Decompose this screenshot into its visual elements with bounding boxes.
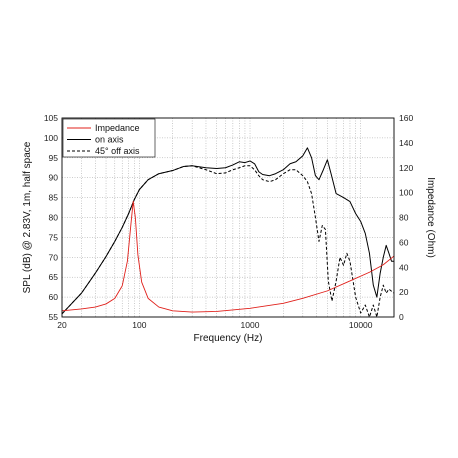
legend: Impedance on axis 45° off axis [62, 118, 156, 158]
y-left-tick-label: 105 [44, 113, 58, 123]
y-axis-left-title: SPL (dB) @ 2.83V, 1m, half space [22, 141, 33, 293]
y-right-tick-label: 60 [399, 237, 409, 247]
y-left-tick-label: 95 [49, 153, 59, 163]
y-left-tick-label: 60 [49, 292, 59, 302]
y-left-tick-label: 70 [49, 252, 59, 262]
legend-label-off-axis: 45° off axis [95, 146, 140, 156]
x-tick-label: 1000 [241, 320, 260, 330]
y-left-tick-label: 75 [49, 232, 59, 242]
plot-area-frame [61, 117, 395, 318]
series-line-2 [61, 165, 395, 318]
y-right-tick-label: 40 [399, 262, 409, 272]
tick-labels: 20 100 1000 10000 55 60 65 70 75 80 85 90 95 100 105 0 2… [44, 113, 414, 330]
series-line-1 [61, 147, 394, 315]
y-left-tick-label: 55 [49, 312, 59, 322]
y-left-tick-label: 90 [49, 173, 59, 183]
y-right-tick-label: 0 [399, 312, 404, 322]
legend-label-impedance: Impedance [95, 123, 140, 133]
x-tick-label: 10000 [349, 320, 373, 330]
y-right-tick-label: 100 [399, 188, 413, 198]
x-tick-label: 100 [132, 320, 146, 330]
y-left-tick-label: 65 [49, 272, 59, 282]
y-left-tick-label: 80 [49, 213, 59, 223]
x-tick-label: 20 [57, 320, 67, 330]
series-lines [61, 147, 395, 318]
series-line-0 [61, 200, 395, 313]
y-left-tick-label: 85 [49, 193, 59, 203]
x-axis-title: Frequency (Hz) [194, 333, 263, 344]
legend-label-on-axis: on axis [95, 135, 124, 145]
y-right-tick-label: 160 [399, 113, 413, 123]
y-right-tick-label: 120 [399, 163, 413, 173]
y-left-tick-label: 100 [44, 133, 58, 143]
y-right-tick-label: 20 [399, 287, 409, 297]
y-right-tick-label: 80 [399, 213, 409, 223]
y-axis-right-title: Impedance (Ohm) [425, 177, 436, 258]
y-right-tick-label: 140 [399, 138, 413, 148]
